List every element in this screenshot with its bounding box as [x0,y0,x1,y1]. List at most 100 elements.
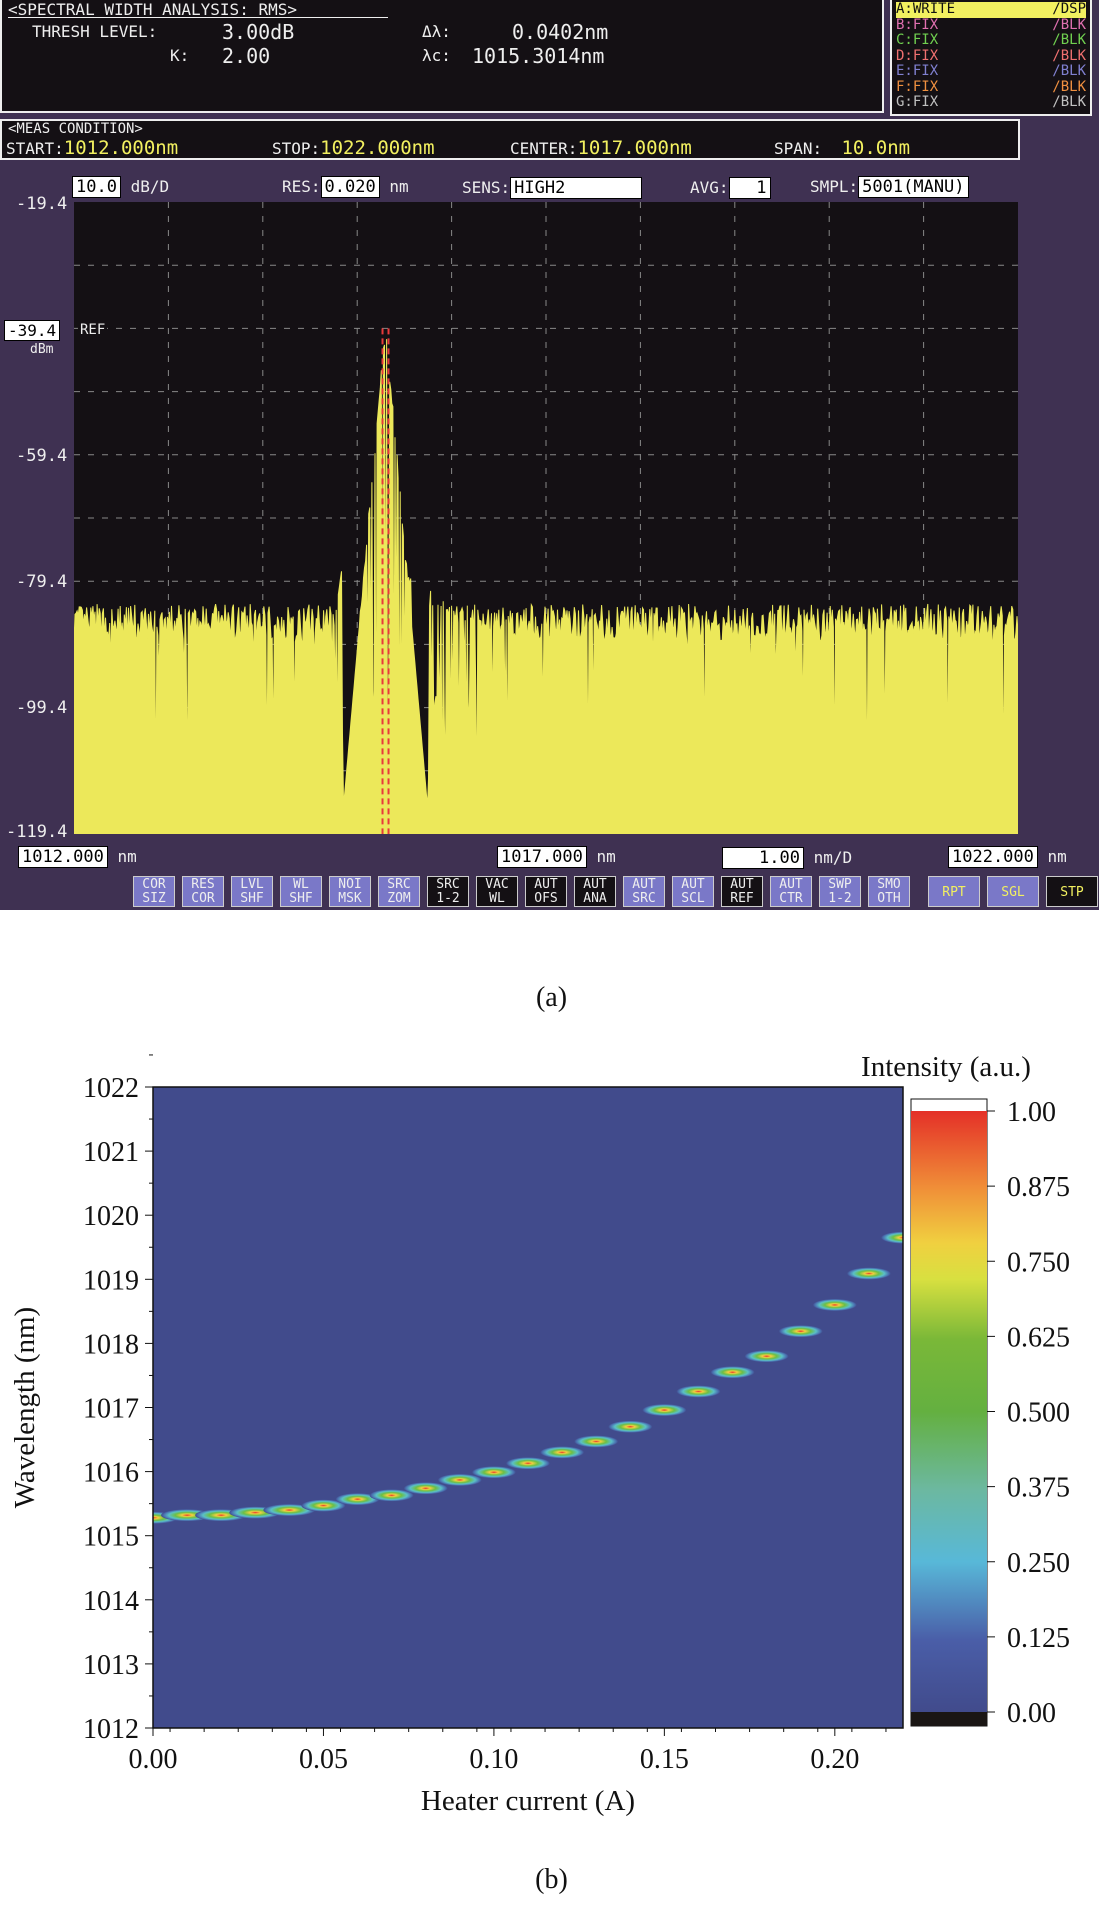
x-div-field[interactable]: 1.00 [722,847,804,869]
softkey-line2: CTR [779,891,803,906]
spectrum-trace [74,339,1018,834]
x-start-field[interactable]: 1012.000 [18,846,108,868]
trace-name: A:WRITE [896,1,956,17]
softkey-button[interactable]: AUT SRC [623,876,665,907]
scale-field[interactable]: 10.0 [72,176,121,198]
peak-spot [608,1420,653,1433]
y-tick-label: 1013 [83,1650,139,1681]
trace-item[interactable]: C:FIX/BLK [896,32,1086,49]
trace-item[interactable]: E:FIX/BLK [896,63,1086,80]
softkey-button[interactable]: RES COR [182,876,224,907]
colorbar-tick-label: 0.375 [1007,1473,1070,1504]
softkey-button[interactable]: SMO OTH [868,876,910,907]
y-top-label: -19.4 [16,194,68,214]
softkey-line1: LVL [240,877,264,892]
peak-spot [335,1493,380,1506]
peak-spot [540,1446,585,1459]
smpl-label: SMPL: [810,177,859,196]
trace-name: C:FIX [896,32,939,48]
peak-group [153,1231,903,1524]
x-center-field[interactable]: 1017.000 [497,846,587,868]
softkey-button[interactable]: AUT REF [721,876,763,907]
softkey-button[interactable]: AUT CTR [770,876,812,907]
colorbar-tick-label: 0.875 [1007,1172,1070,1203]
y-tick-label: 1014 [83,1586,139,1617]
ref-level-field[interactable]: -39.4 [4,320,61,341]
res-field[interactable]: 0.020 [320,176,380,198]
softkey-line1: SMO [877,877,901,892]
meas-condition-panel: <MEAS CONDITION> START:1012.000nm STOP:1… [0,119,1020,160]
softkey-line2: 1-2 [436,891,460,906]
peak-spot [506,1457,550,1470]
span-value: 10.0nm [841,137,911,159]
softkey-line1: NOI [338,877,362,892]
softkey-button[interactable]: SRC 1-2 [427,876,469,907]
trace-name: B:FIX [896,16,939,33]
softkey-line1: RES [191,877,215,892]
trace-mode: /BLK [1052,78,1086,95]
softkey-button[interactable]: WL SHF [280,876,322,907]
x-center-unit: nm [596,847,616,866]
avg-field[interactable]: 1 [728,177,771,199]
softkey-line1: AUT [681,877,705,892]
sens-field[interactable]: HIGH2 [510,177,643,199]
softkey-button[interactable]: AUT ANA [574,876,616,907]
thresh-label: THRESH LEVEL: [32,22,158,41]
trace-mode: /BLK [1052,63,1086,79]
mode-button-stp[interactable]: STP [1046,876,1098,907]
softkey-line1: AUT [632,877,656,892]
softkey-line2: REF [730,891,754,906]
y-label-5: -99.4 [16,698,68,718]
y-tick-label: 1017 [83,1394,139,1425]
softkey-line1: VAC [485,877,509,892]
trace-item[interactable]: D:FIX/BLK [896,48,1086,65]
lc-label: λc: [422,46,451,65]
trace-item[interactable]: G:FIX/BLK [896,94,1086,111]
softkey-button[interactable]: COR SIZ [133,876,175,907]
softkey-button[interactable]: NOI MSK [329,876,371,907]
trace-item[interactable]: A:WRITE/DSP [896,1,1086,18]
y-tick-label: 1020 [83,1201,139,1232]
softkey-button[interactable]: SRC ZOM [378,876,420,907]
trace-name: F:FIX [896,78,939,95]
x-tick-label: 0.20 [810,1744,859,1775]
softkey-line1: WL [293,877,309,892]
center-value: 1017.000nm [577,137,692,159]
softkey-line2: ZOM [387,891,411,906]
osa-screen: <SPECTRAL WIDTH ANALYSIS: RMS> THRESH LE… [0,0,1099,910]
mode-button-sgl[interactable]: SGL [987,876,1039,907]
trace-mode: /BLK [1052,94,1086,110]
smpl-field[interactable]: 5001(MANU) [858,176,969,198]
softkey-button[interactable]: VAC WL [476,876,518,907]
trace-item[interactable]: F:FIX/BLK [896,78,1086,96]
softkey-button[interactable]: AUT SCL [672,876,714,907]
span-label: SPAN: [774,139,823,158]
softkey-line2: SIZ [142,891,166,906]
meas-title: <MEAS CONDITION> [8,121,143,137]
y-tick-label: 1012 [83,1714,139,1745]
y-axis-label: Wavelength (nm) [9,1307,41,1508]
softkey-button[interactable]: AUT OFS [525,876,567,907]
stop-value: 1022.000nm [320,137,435,159]
softkey-button[interactable]: SWP 1-2 [819,876,861,907]
peak-spot [574,1435,619,1448]
colorbar-gradient [911,1111,987,1712]
x-div-unit: nm/D [813,848,853,867]
stop-label: STOP: [272,139,321,158]
x-stop-field[interactable]: 1022.000 [948,846,1038,868]
softkey-button[interactable]: LVL SHF [231,876,273,907]
trace-item[interactable]: B:FIX/BLK [896,16,1086,34]
trace-list: A:WRITE/DSP B:FIX/BLK C:FIX/BLK D:FIX/BLK E:… [890,0,1092,116]
peak-spot [744,1350,789,1363]
x-tick-label: 0.15 [640,1744,689,1775]
y-unit: dBm [30,342,54,357]
mode-button-rpt[interactable]: RPT [928,876,980,907]
trace-name: E:FIX [896,63,939,79]
y-tick-label: 1022 [83,1073,139,1104]
y-label-3: -59.4 [16,446,68,466]
y-tick-label: 1016 [83,1458,139,1489]
y-tick-label: 1018 [83,1329,139,1360]
peak-spot [846,1267,891,1280]
y-tick-label: 1021 [83,1137,139,1168]
peak-spot [471,1466,516,1479]
